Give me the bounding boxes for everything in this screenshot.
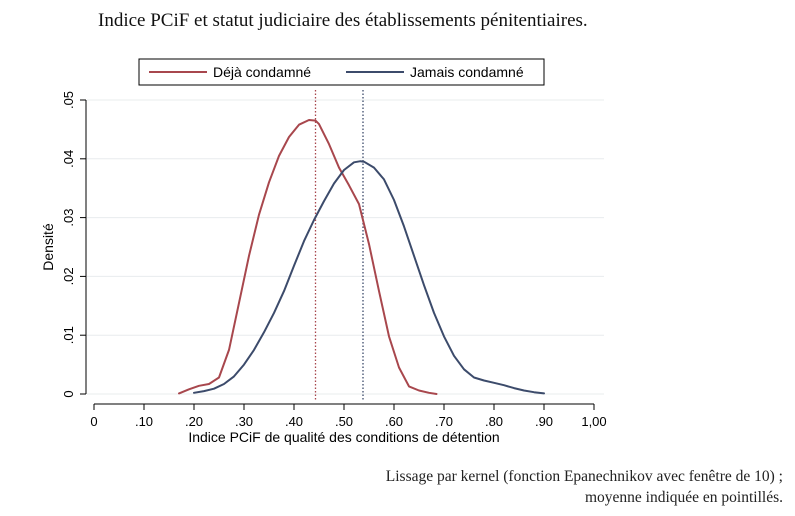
mean-lines: [314, 90, 364, 400]
y-tick-label: .04: [61, 150, 76, 168]
y-axis-label: Densité: [40, 223, 56, 271]
legend-label-jamais-condamne: Jamais condamné: [410, 64, 524, 80]
x-ticks: 0 .10 .20 .30 .40 .50 .60 .70 .80 .90 1,00: [90, 404, 607, 429]
axes: [85, 100, 594, 405]
y-ticks: 0 .01 .02 .03 .04 .05: [61, 91, 86, 398]
x-tick-label: .60: [385, 414, 403, 429]
x-tick-label: .30: [235, 414, 253, 429]
caption-line-2: moyenne indiquée en pointillés.: [584, 489, 783, 506]
x-tick-label: .90: [535, 414, 553, 429]
legend-box: [138, 58, 545, 86]
x-tick-label: 0: [90, 414, 97, 429]
x-tick-label: 1,00: [581, 414, 606, 429]
x-axis-label: Indice PCiF de qualité des conditions de…: [188, 429, 499, 445]
x-tick-label: .40: [285, 414, 303, 429]
series-line-0: [178, 119, 438, 395]
x-tick-label: .80: [485, 414, 503, 429]
y-tick-label: .02: [61, 267, 76, 285]
grid-lines: [87, 99, 604, 395]
x-tick-label: .10: [135, 414, 153, 429]
chart-title: Indice PCiF et statut judiciaire des éta…: [98, 10, 588, 31]
legend: Déjà condamné Jamais condamné: [138, 58, 545, 86]
series-lines: [178, 119, 545, 395]
y-tick-label: .03: [61, 209, 76, 227]
y-tick-label: 0: [61, 390, 76, 397]
y-tick-label: .01: [61, 326, 76, 344]
x-tick-label: .70: [435, 414, 453, 429]
caption-line-1: Lissage par kernel (fonction Epanechniko…: [385, 468, 783, 485]
y-tick-label: .05: [61, 91, 76, 109]
x-tick-label: .50: [335, 414, 353, 429]
x-tick-label: .20: [185, 414, 203, 429]
legend-label-deja-condamne: Déjà condamné: [213, 64, 311, 80]
series-line-1: [193, 160, 545, 395]
